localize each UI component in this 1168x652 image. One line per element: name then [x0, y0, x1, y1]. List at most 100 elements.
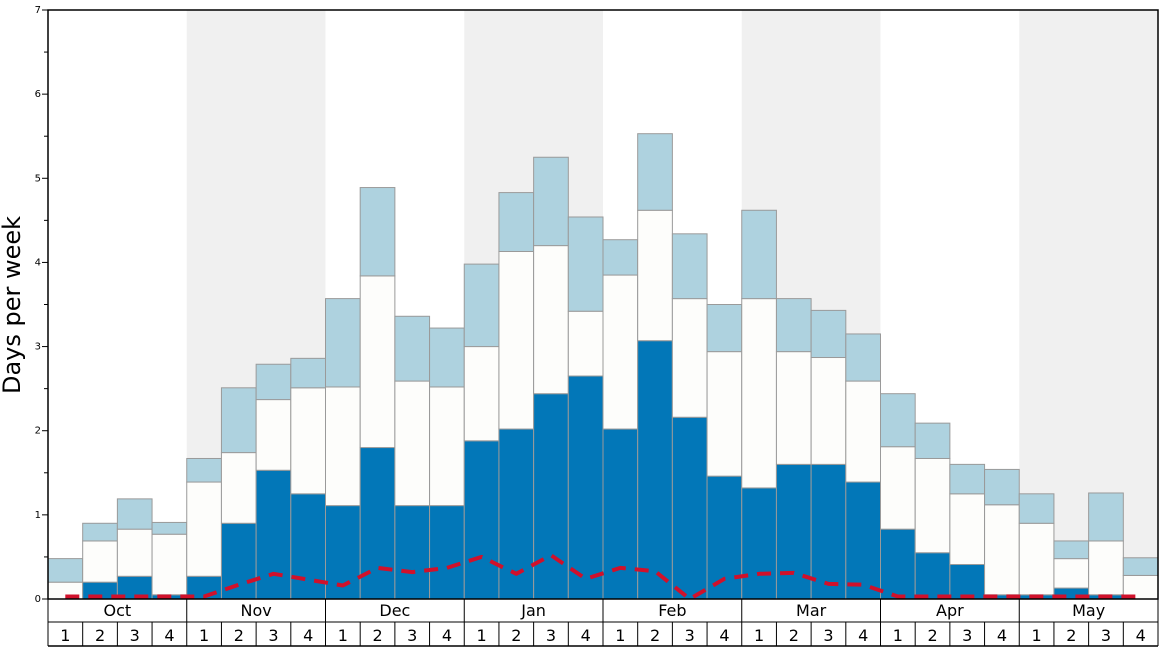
- bar-segment: [637, 340, 673, 600]
- month-label: Mar: [796, 601, 827, 620]
- month-label: Oct: [104, 601, 132, 620]
- bar-segment: [637, 133, 673, 211]
- dashed-line: [65, 553, 1141, 601]
- week-label: 1: [60, 626, 70, 645]
- week-label: 1: [199, 626, 209, 645]
- bar-segment: [1122, 557, 1159, 576]
- dashed-series: [65, 553, 1141, 601]
- y-tick-label: 5: [35, 173, 41, 184]
- week-label: 2: [927, 626, 937, 645]
- week-labels: 1 2 3 4 1 2 3 4 1 2 3 4 1 2 3 4 1 2 3 4 1 2 3 4 1 2 3 4 1 2 3 4: [47, 622, 1159, 647]
- month-label: Dec: [379, 601, 410, 620]
- month-label: Jan: [520, 601, 546, 620]
- bar-segment: [671, 416, 708, 600]
- week-label: 1: [338, 626, 348, 645]
- bar-segment: [290, 357, 326, 389]
- bar-segment: [845, 481, 881, 600]
- week-label: 3: [685, 626, 695, 645]
- bar-segment: [602, 428, 639, 600]
- bar-segment: [325, 386, 361, 507]
- bar-segment: [741, 298, 777, 489]
- bar-segment: [775, 298, 812, 353]
- bar-segment: [845, 380, 881, 483]
- week-label: 3: [268, 626, 278, 645]
- bar-segment: [498, 428, 535, 600]
- bar-segment: [706, 304, 743, 353]
- bar-segment: [1088, 492, 1124, 542]
- week-label: 1: [893, 626, 903, 645]
- week-label: 4: [997, 626, 1007, 645]
- week-label: 4: [164, 626, 174, 645]
- week-label: 1: [754, 626, 764, 645]
- bar-segment: [880, 446, 916, 530]
- y-tick-label: 3: [35, 342, 41, 353]
- bar-segment: [533, 245, 569, 395]
- week-label: 2: [372, 626, 382, 645]
- bar-segment: [359, 187, 396, 277]
- bar-segment: [706, 351, 743, 477]
- bar-segment: [463, 263, 500, 348]
- bar-segment: [1053, 558, 1090, 589]
- y-tick-label: 1: [35, 510, 41, 521]
- bar-segment: [116, 498, 153, 530]
- bar-segment: [151, 521, 188, 535]
- week-label: 2: [650, 626, 660, 645]
- bar-series: [47, 133, 1159, 600]
- bar-segment: [671, 233, 708, 300]
- bar-segment: [429, 386, 465, 507]
- bar-segment: [741, 487, 777, 600]
- bar-segment: [810, 463, 847, 600]
- bar-segment: [533, 393, 569, 600]
- week-label: 3: [407, 626, 417, 645]
- bar-segment: [567, 310, 604, 377]
- week-label: 4: [303, 626, 313, 645]
- bar-segment: [498, 192, 535, 252]
- bar-segment: [151, 533, 188, 596]
- bar-segment: [984, 468, 1020, 506]
- y-tick-label: 0: [35, 594, 41, 605]
- y-tick-label: 4: [35, 257, 41, 268]
- bar-segment: [47, 558, 84, 583]
- bar-segment: [637, 209, 673, 342]
- y-tick-label: 6: [35, 89, 41, 100]
- bar-segment: [394, 505, 431, 600]
- y-tick-label: 2: [35, 426, 41, 437]
- week-label: 2: [511, 626, 521, 645]
- bar-segment: [567, 216, 604, 312]
- week-label: 4: [719, 626, 729, 645]
- bar-segment: [602, 239, 639, 276]
- week-label: 2: [95, 626, 105, 645]
- bar-segment: [290, 387, 326, 495]
- week-label: 1: [1032, 626, 1042, 645]
- week-label: 4: [581, 626, 591, 645]
- bar-segment: [671, 298, 708, 418]
- bar-segment: [82, 522, 118, 542]
- bar-segment: [429, 505, 465, 600]
- week-label: 2: [1066, 626, 1076, 645]
- week-label: 3: [962, 626, 972, 645]
- week-label: 3: [546, 626, 556, 645]
- bar-segment: [914, 552, 951, 600]
- week-label: 4: [858, 626, 868, 645]
- bar-segment: [463, 440, 500, 600]
- bar-segment: [949, 564, 986, 600]
- month-label: Apr: [936, 601, 964, 620]
- bar-segment: [429, 327, 465, 388]
- bar-segment: [1018, 522, 1055, 596]
- bar-segment: [984, 504, 1020, 596]
- week-label: 3: [130, 626, 140, 645]
- bar-segment: [1088, 540, 1124, 596]
- bar-segment: [567, 375, 604, 600]
- week-label: 3: [823, 626, 833, 645]
- bar-segment: [914, 422, 951, 459]
- week-label: 1: [477, 626, 487, 645]
- bar-segment: [845, 333, 881, 382]
- bar-segment: [810, 357, 847, 465]
- bar-segment: [880, 528, 916, 600]
- bar-segment: [949, 493, 986, 566]
- bar-segment: [394, 380, 431, 507]
- bar-segment: [82, 540, 118, 583]
- bar-segment: [255, 399, 292, 471]
